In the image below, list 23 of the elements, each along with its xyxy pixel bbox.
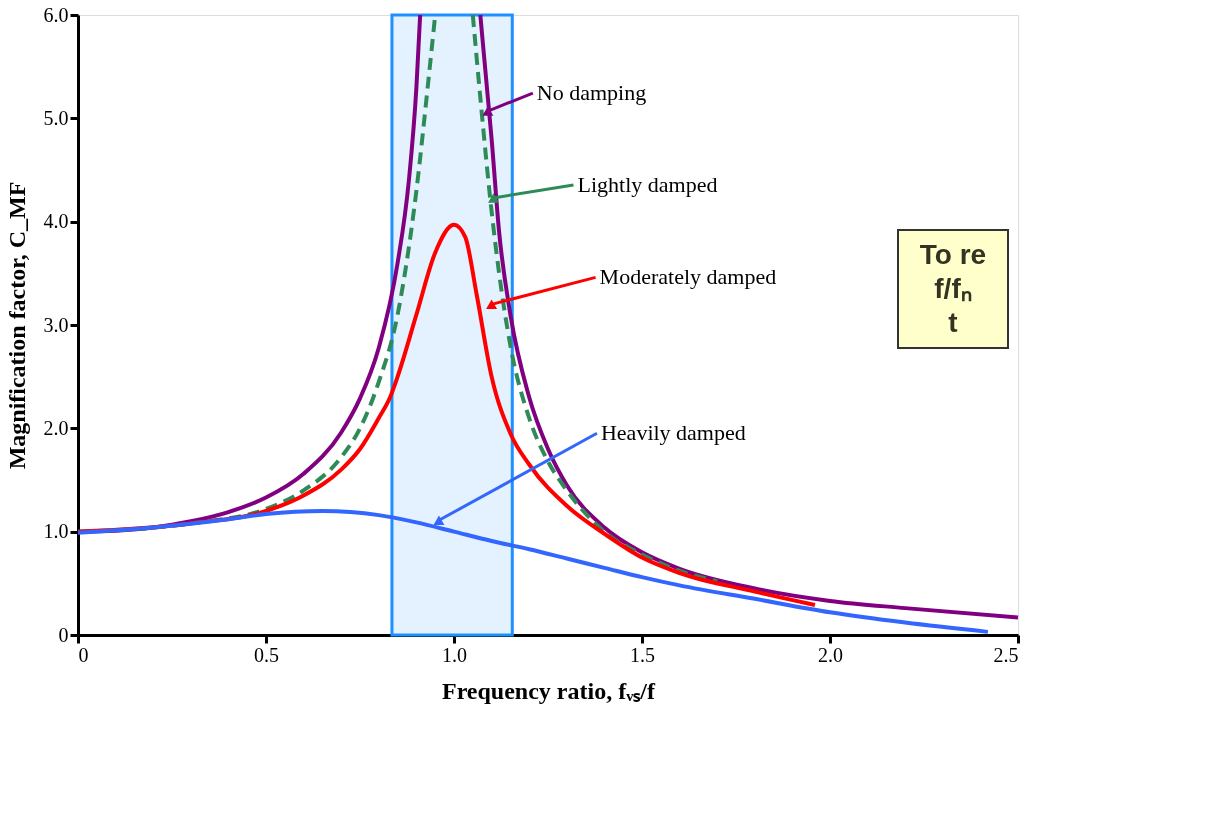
annotation: Lightly damped [577, 171, 718, 197]
y-axis-title: Magnification factor, C_MF [3, 181, 30, 470]
annotation: No damping [536, 80, 647, 106]
x-tick-label: 1.0 [442, 643, 467, 666]
annotation: Heavily damped [600, 420, 746, 446]
y-tick-label: 1.0 [43, 520, 69, 543]
annotation: f/fₙ [934, 273, 972, 304]
y-tick-label: 0 [58, 623, 69, 646]
y-tick-label: 5.0 [43, 106, 69, 129]
y-tick-label: 2.0 [43, 416, 69, 439]
y-tick-label: 6.0 [43, 3, 69, 26]
y-tick-label: 3.0 [43, 313, 69, 336]
x-tick-label: 2.5 [993, 643, 1019, 666]
line-series [76, 509, 990, 634]
annotation: Moderately damped [599, 264, 777, 290]
x-tick-label: 0.5 [254, 643, 279, 666]
y-tick-label: 4.0 [43, 210, 69, 233]
x-tick-label: 1.5 [630, 643, 655, 666]
x-tick-label: 0 [78, 643, 89, 666]
x-tick-label: 2.0 [818, 643, 843, 666]
x-axis-title: Frequency ratio, fᵥₛ/f [441, 677, 657, 704]
annotation: t [948, 307, 958, 338]
annotation: To re [919, 239, 987, 270]
